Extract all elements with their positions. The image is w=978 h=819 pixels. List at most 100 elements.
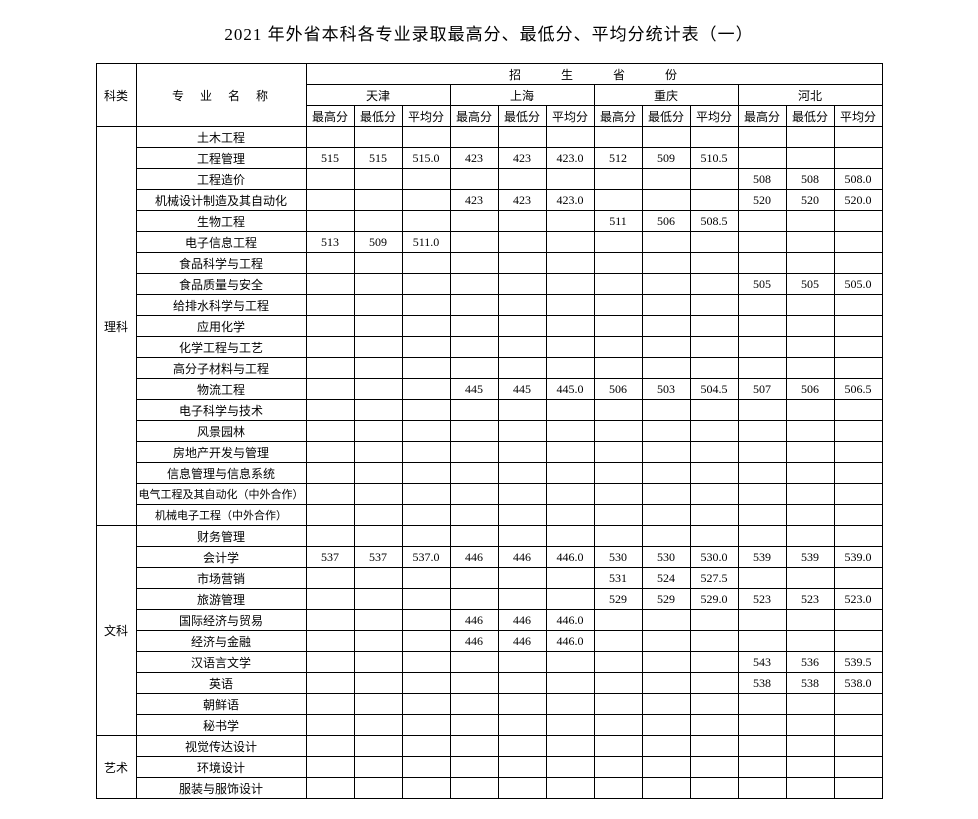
- score-cell: 520.0: [834, 190, 882, 211]
- score-cell: [690, 169, 738, 190]
- score-cell: 423.0: [546, 190, 594, 211]
- score-cell: [738, 316, 786, 337]
- score-cell: 445.0: [546, 379, 594, 400]
- score-cell: [738, 757, 786, 778]
- score-cell: [498, 505, 546, 526]
- score-cell: 506.5: [834, 379, 882, 400]
- table-body: 理科土木工程工程管理515515515.0423423423.051250951…: [96, 127, 882, 799]
- header-province: 河北: [738, 85, 882, 106]
- score-cell: [498, 232, 546, 253]
- table-row: 信息管理与信息系统: [96, 463, 882, 484]
- score-cell: [834, 148, 882, 169]
- score-cell: [498, 589, 546, 610]
- score-cell: [738, 148, 786, 169]
- score-cell: 446: [498, 610, 546, 631]
- score-cell: [306, 778, 354, 799]
- score-cell: [594, 442, 642, 463]
- score-cell: [786, 505, 834, 526]
- score-cell: 446.0: [546, 610, 594, 631]
- score-cell: 515: [306, 148, 354, 169]
- score-cell: [354, 778, 402, 799]
- table-row: 电子科学与技术: [96, 400, 882, 421]
- score-cell: 505: [738, 274, 786, 295]
- score-cell: 445: [450, 379, 498, 400]
- table-row: 环境设计: [96, 757, 882, 778]
- table-row: 英语538538538.0: [96, 673, 882, 694]
- score-cell: [546, 484, 594, 505]
- score-cell: [642, 715, 690, 736]
- score-cell: [402, 316, 450, 337]
- score-cell: [306, 484, 354, 505]
- score-cell: [738, 337, 786, 358]
- score-cell: 513: [306, 232, 354, 253]
- major-cell: 给排水科学与工程: [136, 295, 306, 316]
- score-cell: [642, 778, 690, 799]
- score-cell: [690, 421, 738, 442]
- score-cell: [594, 232, 642, 253]
- score-cell: [450, 757, 498, 778]
- score-cell: [498, 316, 546, 337]
- score-cell: 505: [786, 274, 834, 295]
- score-cell: [498, 526, 546, 547]
- major-cell: 食品科学与工程: [136, 253, 306, 274]
- score-cell: [786, 253, 834, 274]
- score-cell: [498, 442, 546, 463]
- score-cell: [354, 715, 402, 736]
- major-cell: 市场营销: [136, 568, 306, 589]
- score-cell: [354, 358, 402, 379]
- score-cell: [306, 505, 354, 526]
- score-cell: 529: [642, 589, 690, 610]
- score-cell: [354, 673, 402, 694]
- score-cell: [834, 421, 882, 442]
- score-cell: [402, 715, 450, 736]
- score-cell: [402, 652, 450, 673]
- score-cell: [690, 232, 738, 253]
- major-cell: 机械电子工程（中外合作）: [136, 505, 306, 526]
- score-cell: 529.0: [690, 589, 738, 610]
- score-cell: 543: [738, 652, 786, 673]
- score-cell: [306, 400, 354, 421]
- header-major: 专业名称: [136, 64, 306, 127]
- score-cell: [546, 673, 594, 694]
- score-cell: [594, 253, 642, 274]
- table-header: 科类 专业名称 招生省份 天津上海重庆河北 最高分最低分平均分最高分最低分平均分…: [96, 64, 882, 127]
- score-cell: 446.0: [546, 631, 594, 652]
- score-cell: 539: [738, 547, 786, 568]
- score-cell: [690, 673, 738, 694]
- table-row: 风景园林: [96, 421, 882, 442]
- score-cell: 509: [642, 148, 690, 169]
- score-cell: [354, 442, 402, 463]
- score-cell: [786, 610, 834, 631]
- score-cell: [498, 568, 546, 589]
- score-cell: [786, 526, 834, 547]
- category-cell: 艺术: [96, 736, 136, 799]
- score-cell: [786, 736, 834, 757]
- table-row: 文科财务管理: [96, 526, 882, 547]
- score-cell: 506: [642, 211, 690, 232]
- score-cell: [354, 568, 402, 589]
- score-cell: [642, 673, 690, 694]
- score-cell: [546, 694, 594, 715]
- score-cell: [402, 169, 450, 190]
- score-cell: 511: [594, 211, 642, 232]
- score-cell: [642, 190, 690, 211]
- scores-table: 科类 专业名称 招生省份 天津上海重庆河北 最高分最低分平均分最高分最低分平均分…: [96, 63, 883, 799]
- score-cell: [834, 757, 882, 778]
- score-cell: [738, 127, 786, 148]
- table-row: 化学工程与工艺: [96, 337, 882, 358]
- score-cell: [354, 589, 402, 610]
- score-cell: 538.0: [834, 673, 882, 694]
- score-cell: [354, 757, 402, 778]
- score-cell: [594, 673, 642, 694]
- major-cell: 电子科学与技术: [136, 400, 306, 421]
- score-cell: [450, 715, 498, 736]
- score-cell: [354, 484, 402, 505]
- score-cell: 446: [450, 631, 498, 652]
- score-cell: [450, 589, 498, 610]
- score-cell: [306, 316, 354, 337]
- score-cell: [402, 421, 450, 442]
- score-cell: [642, 442, 690, 463]
- score-cell: 530: [594, 547, 642, 568]
- table-row: 高分子材料与工程: [96, 358, 882, 379]
- score-cell: [690, 127, 738, 148]
